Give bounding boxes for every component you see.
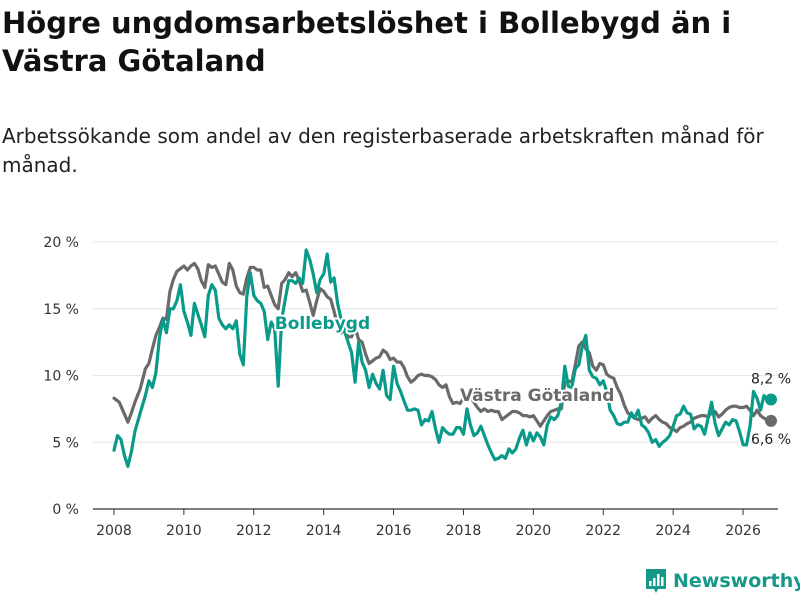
y-tick-label: 20 % (43, 235, 79, 251)
y-tick-label: 10 % (43, 369, 79, 385)
x-tick-label: 2022 (585, 523, 621, 539)
x-tick-label: 2014 (306, 523, 342, 539)
grid-layer (93, 241, 778, 443)
x-tick-label: 2020 (516, 523, 552, 539)
brand-name: Newsworthy (673, 570, 800, 592)
x-tick-label: 2018 (446, 523, 482, 539)
series-layer (112, 248, 778, 468)
label-layer: 8,2 % 6,6 % Bollebygd Västra Götaland (273, 312, 791, 448)
page-title: Högre ungdomsarbetslöshet i Bollebygd än… (2, 6, 732, 78)
bar-chart-logo-icon (646, 569, 666, 593)
newsworthy-logo[interactable]: Newsworthy (645, 566, 800, 596)
x-tick-label: 2012 (236, 523, 272, 539)
x-tick-label: 2024 (655, 523, 691, 539)
end-value-label-vastra-gotaland: 6,6 % (751, 432, 791, 448)
axis-layer: 0 % 5 % 10 % 15 % 20 % 2008 2010 2012 2014 2016 20… (43, 235, 778, 539)
x-tick-label: 2010 (166, 523, 202, 539)
end-point-vastra-gotaland (765, 414, 778, 427)
y-tick-label: 0 % (52, 502, 79, 518)
x-tick-label: 2016 (376, 523, 412, 539)
end-value-label-bollebygd: 8,2 % (751, 372, 791, 388)
end-point-bollebygd (765, 393, 778, 406)
y-tick-label: 5 % (52, 435, 79, 451)
y-tick-label: 15 % (43, 302, 79, 318)
series-label-bollebygd: Bollebygd (275, 314, 370, 334)
page-subtitle: Arbetssökande som andel av den registerb… (2, 124, 764, 177)
x-tick-label: 2008 (96, 523, 132, 539)
series-label-vastra-gotaland: Västra Götaland (460, 386, 615, 406)
series-line-bollebygd (112, 248, 773, 468)
x-tick-label: 2026 (725, 523, 761, 539)
series-line-vastra-gotaland (112, 261, 773, 434)
